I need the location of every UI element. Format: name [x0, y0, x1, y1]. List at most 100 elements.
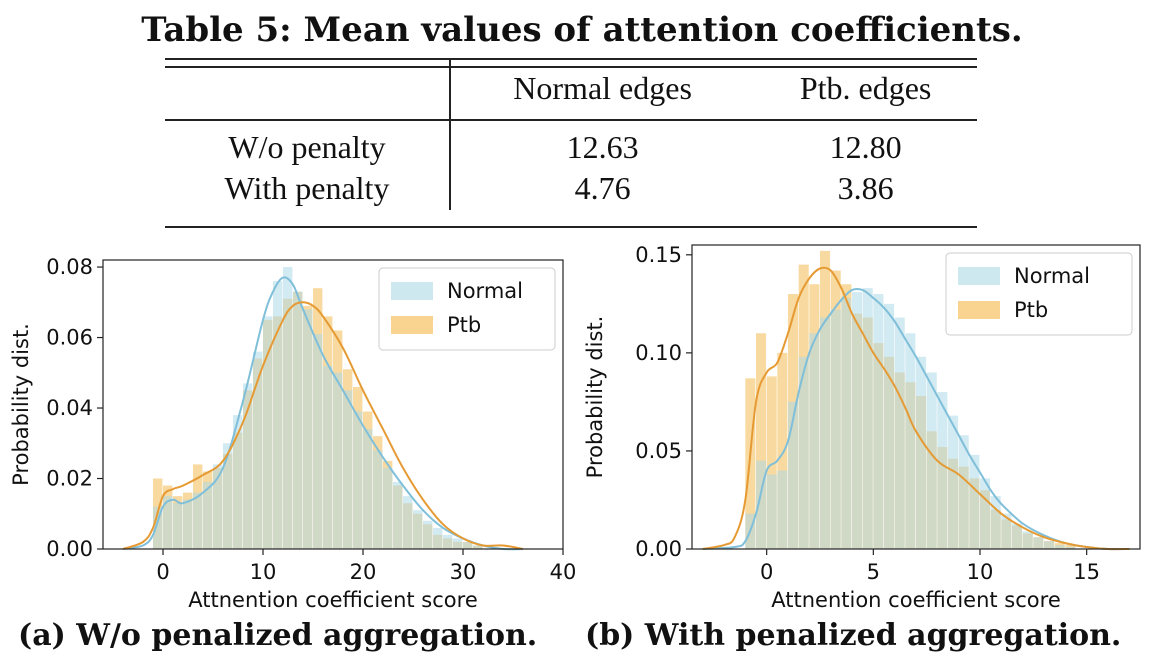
chart-a-kde-line-ptb: [122, 301, 524, 550]
chart-b-bar-ptb: [756, 333, 767, 549]
cell-wo-penalty-ptb: 12.80: [829, 129, 902, 165]
chart-b-bar-normal: [916, 356, 927, 549]
chart-b-bar-normal: [958, 435, 969, 549]
chart-a-bar-normal: [183, 499, 193, 549]
chart-b-bar-normal: [1044, 541, 1055, 549]
chart-b-bar-normal: [905, 333, 916, 549]
chart-b-bar-normal: [862, 288, 873, 549]
table-header-ptb-edges: Ptb. edges: [754, 58, 977, 121]
chart-a-x-tick-label: 40: [550, 560, 577, 584]
chart-a-bar-normal: [403, 496, 413, 549]
cell-with-penalty-ptb: 3.86: [837, 169, 894, 206]
chart-b-legend-swatch-ptb: [958, 301, 1000, 319]
chart-b-bar-normal: [756, 460, 767, 549]
chart-a-bar-normal: [243, 383, 253, 549]
chart-a-bar-normal: [363, 429, 373, 549]
chart-a-plot-frame: [102, 259, 564, 550]
chart-b-x-tick-label: 5: [867, 560, 880, 584]
chart-b-bar-normal: [1001, 513, 1012, 549]
chart-a-bar-normal: [333, 372, 343, 549]
chart-b-y-tick-label: 0.00: [635, 537, 682, 561]
chart-a-bar-normal: [423, 520, 433, 549]
chart-b-bar-normal: [788, 401, 799, 549]
chart-b-y-tick-label: 0.15: [635, 243, 682, 267]
chart-b-legend-label-ptb: Ptb: [1014, 298, 1048, 322]
chart-b-bar-normal: [1022, 531, 1033, 549]
caption-b: (b) With penalized aggregation.: [585, 618, 1122, 653]
chart-a-y-tick-label: 0.00: [46, 537, 93, 561]
chart-a-bar-normal: [233, 415, 243, 549]
chart-b-y-axis-label: Probability dist.: [583, 316, 607, 479]
chart-a-legend-swatch-ptb: [391, 316, 433, 334]
results-table: Normal edges Ptb. edges W/o penalty 12.6…: [165, 58, 977, 210]
chart-a-bar-normal: [223, 443, 233, 549]
table-header-corner: [165, 58, 451, 121]
chart-b-bar-normal: [852, 292, 863, 549]
chart-a-bar-normal: [293, 291, 303, 549]
chart-a-bar-normal: [153, 506, 163, 549]
chart-a-bar-normal: [273, 281, 283, 549]
table-bottom-rule: [165, 226, 977, 228]
chart-b-bar-normal: [766, 474, 777, 549]
chart-b-bar-normal: [1033, 537, 1044, 549]
chart-a-legend-swatch-normal: [391, 282, 433, 300]
table-header-row: Normal edges Ptb. edges: [165, 58, 977, 121]
chart-a-histogram: 0 10 20 30 40 0.00 0.02 0.04 0.06 0.08 Attnention …: [9, 255, 577, 612]
chart-b-kde-line-normal: [702, 288, 1130, 551]
table-header-normal-edges: Normal edges: [450, 58, 755, 121]
table-title: Table 5: Mean values of attention coeffi…: [141, 10, 1023, 50]
chart-a-x-axis-label: Attnention coefficient score: [188, 588, 477, 612]
chart-b-bar-normal: [948, 415, 959, 549]
chart-a-bar-normal: [473, 545, 483, 549]
chart-b-bar-ptb: [777, 352, 788, 549]
chart-b-bar-normal: [894, 317, 905, 549]
cell-wo-penalty-normal: 12.63: [566, 129, 639, 165]
chart-a-bar-normal: [163, 496, 173, 549]
chart-a-x-tick-label: 10: [250, 560, 277, 584]
chart-a-y-tick-label: 0.04: [46, 396, 93, 420]
chart-b-kde-line-ptb: [702, 266, 1130, 551]
row-label-wo-penalty: W/o penalty: [165, 120, 451, 166]
chart-b-bar-normal: [884, 303, 895, 549]
chart-b-bar-normal: [980, 478, 991, 549]
chart-b-bar-normal: [1012, 523, 1023, 549]
chart-b-bar-normal: [809, 333, 820, 549]
chart-b-bar-normal: [841, 297, 852, 549]
chart-a-bar-normal: [173, 503, 183, 549]
chart-b-x-tick-label: 10: [967, 560, 994, 584]
chart-a-bar-normal: [263, 316, 273, 549]
chart-a-bar-normal: [373, 450, 383, 549]
chart-b-plot-frame: [691, 244, 1141, 550]
chart-b-bar-normal: [820, 317, 831, 549]
chart-b-bar-normal: [1065, 547, 1076, 549]
chart-b-x-tick-label: 0: [760, 560, 773, 584]
chart-a-bar-normal: [353, 411, 363, 549]
chart-a-y-tick-label: 0.08: [46, 255, 93, 279]
chart-a-kde-line-normal: [122, 276, 524, 551]
chart-a-bar-normal: [383, 467, 393, 549]
chart-a-bar-normal: [413, 510, 423, 549]
chart-a-bar-normal: [463, 541, 473, 549]
chart-b-legend-swatch-normal: [958, 267, 1000, 285]
chart-a-y-tick-label: 0.02: [46, 467, 93, 491]
chart-a-bar-normal: [253, 351, 263, 549]
chart-b-x-axis-label: Attnention coefficient score: [771, 588, 1060, 612]
chart-a-x-tick-label: 20: [350, 560, 377, 584]
chart-a-bar-normal: [453, 538, 463, 549]
chart-b-histogram: 0 5 10 15 0.00 0.05 0.10 0.15 Attnention coeffic…: [583, 243, 1141, 612]
chart-b-bar-normal: [873, 294, 884, 549]
chart-b-legend-label-normal: Normal: [1014, 264, 1090, 288]
chart-a-x-tick-label: 0: [156, 560, 169, 584]
chart-b-bar-ptb: [766, 376, 777, 549]
chart-a-y-axis-label: Probability dist.: [9, 323, 33, 486]
chart-b-bar-normal: [990, 496, 1001, 549]
chart-a-bar-normal: [213, 464, 223, 549]
chart-a-bar-normal: [193, 492, 203, 549]
chart-a-legend-label-normal: Normal: [447, 279, 523, 303]
chart-a-bar-normal: [323, 365, 333, 549]
table-row: W/o penalty 12.63 12.80: [165, 120, 977, 166]
chart-a-bar-normal: [283, 267, 293, 549]
chart-a-y-tick-label: 0.06: [46, 326, 93, 350]
table-row: With penalty 4.76 3.86: [165, 166, 977, 210]
